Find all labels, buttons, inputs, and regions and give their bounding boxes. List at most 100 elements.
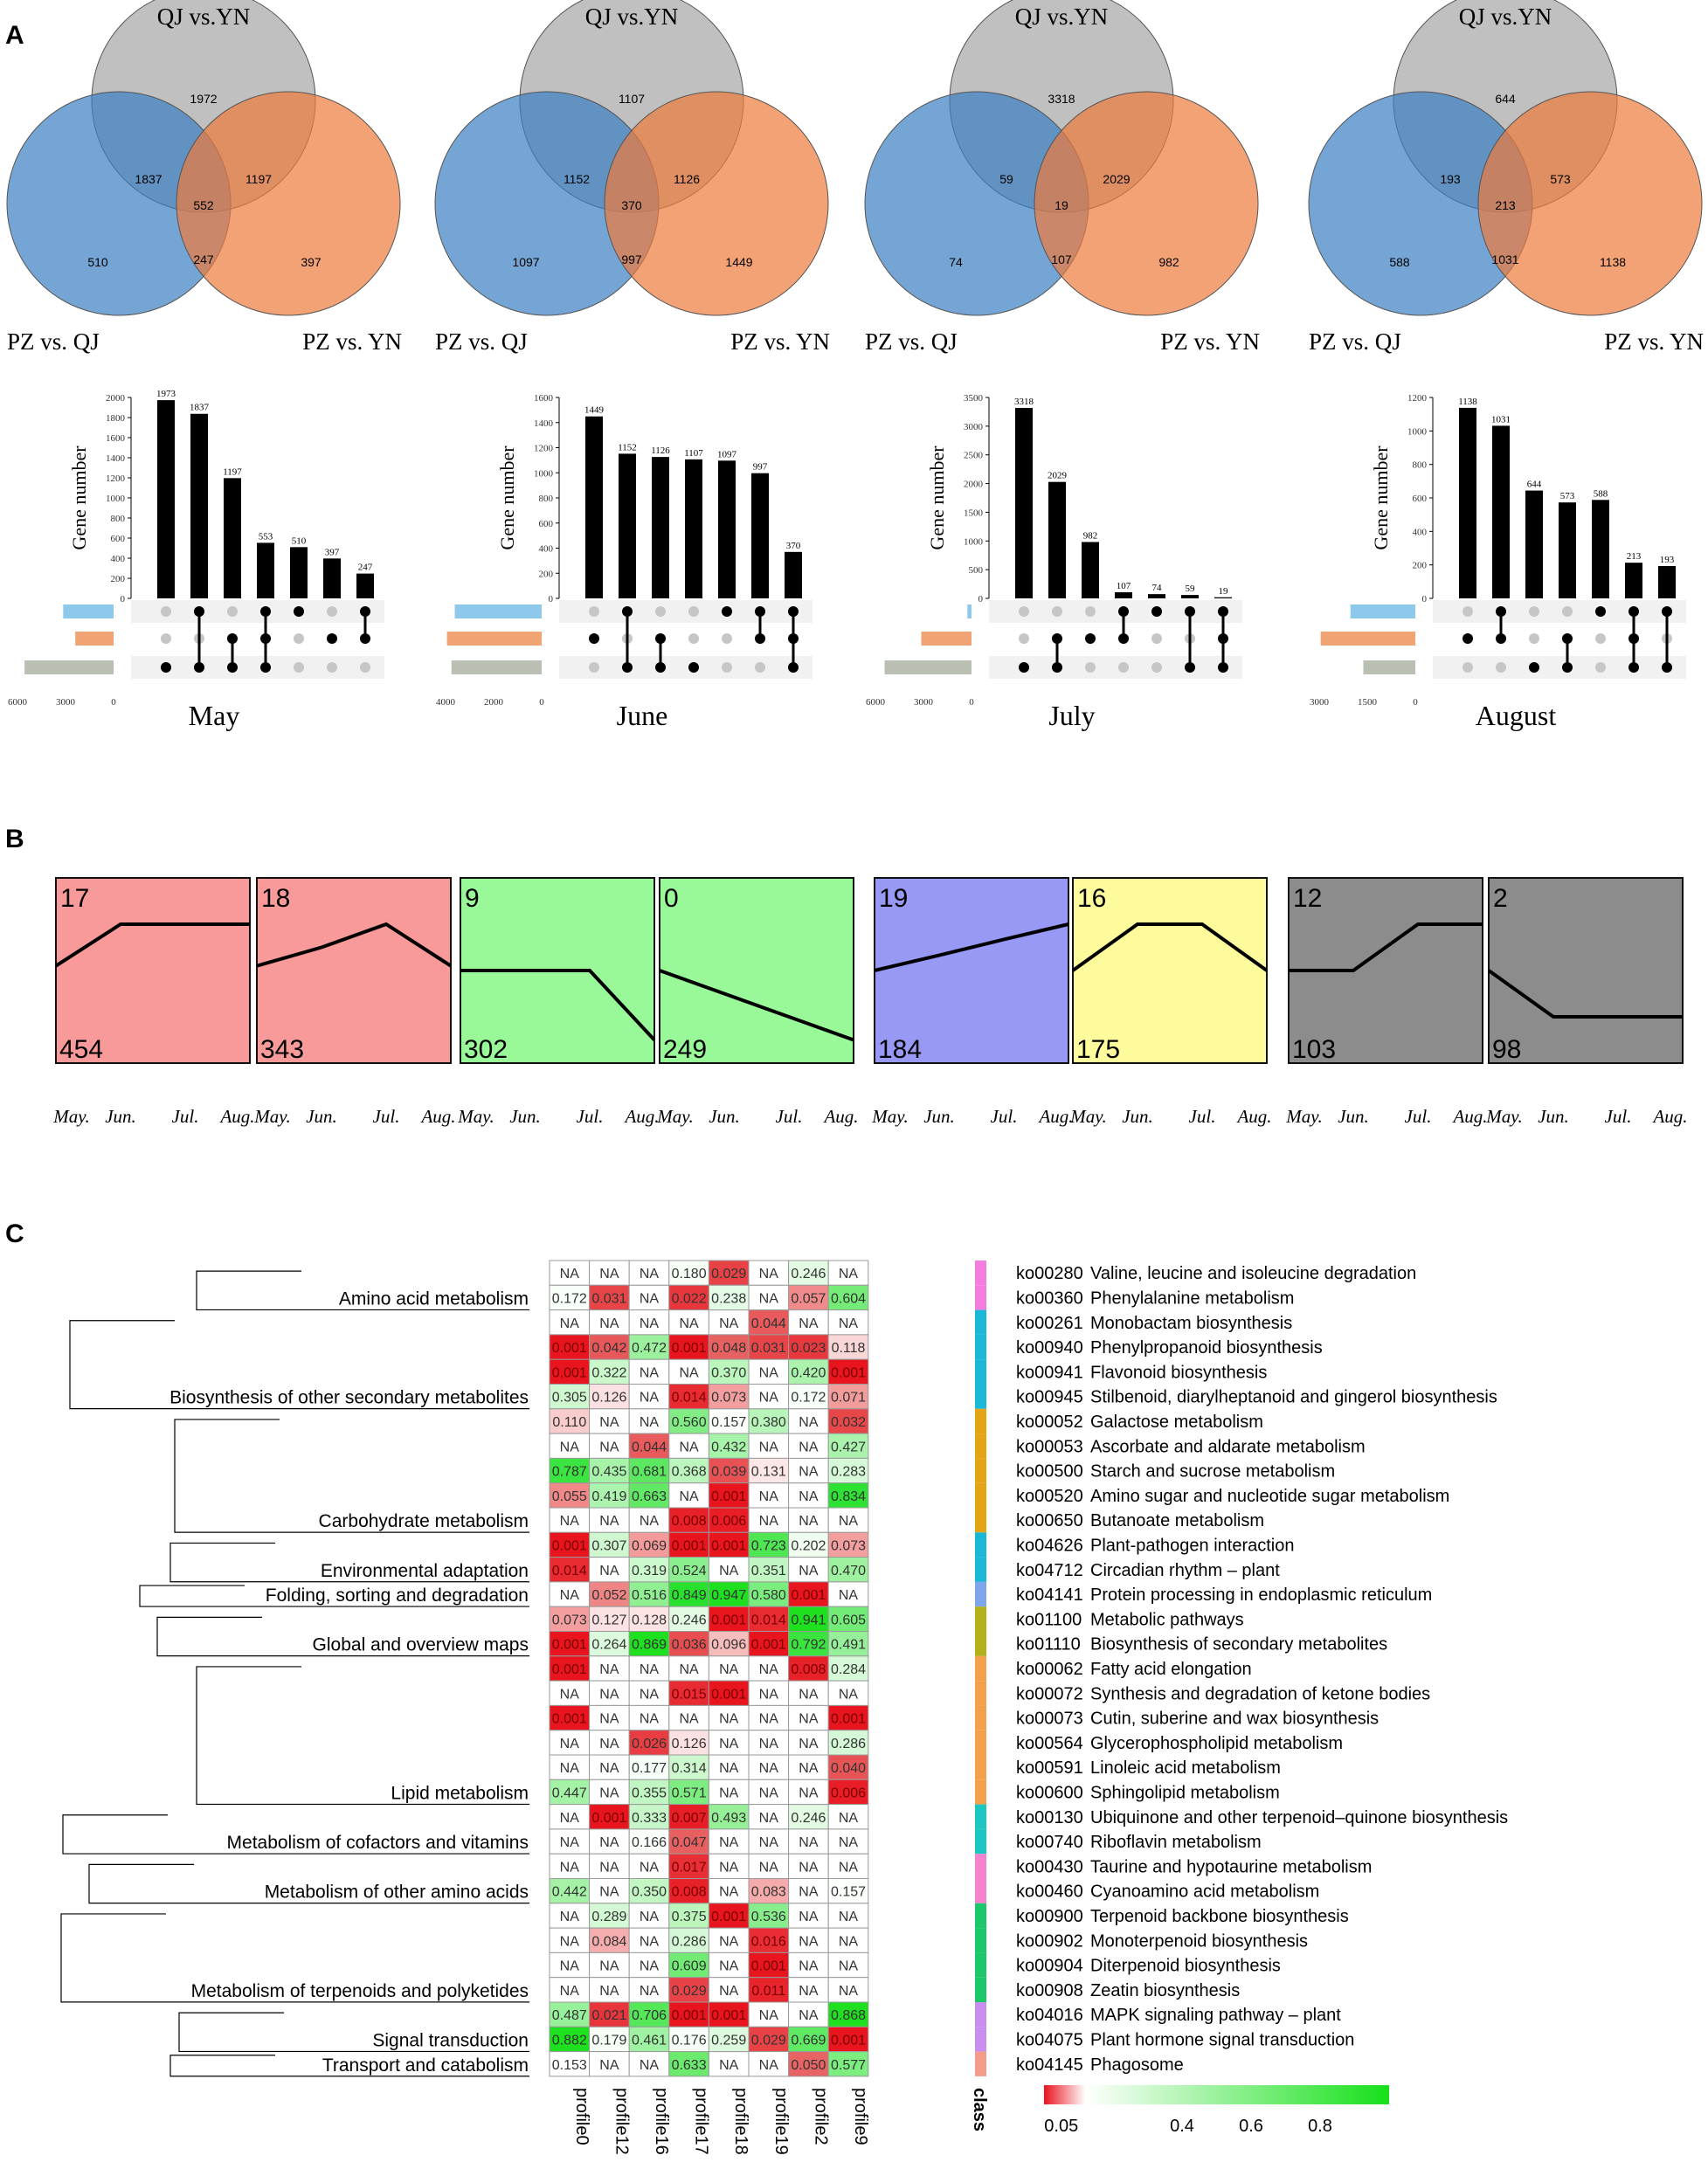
heatmap-cell-value: NA (560, 1761, 580, 1776)
upset-matrix-dot (360, 662, 370, 673)
heatmap-pathway-name: Amino sugar and nucleotide sugar metabol… (1090, 1487, 1449, 1506)
upset-matrix-dot (294, 606, 304, 617)
heatmap-cell (628, 1655, 670, 1682)
heatmap-cell-value: NA (799, 1465, 819, 1480)
heatmap-cell (628, 1457, 670, 1484)
upset-set-size-bar (24, 660, 114, 674)
heatmap-pathway-id: ko00908 (1016, 1981, 1083, 2000)
profile-x-label: Jun. (923, 1106, 955, 1127)
upset-bar-label: 370 (786, 541, 801, 551)
upset-set-size-tick: 0 (539, 697, 544, 708)
heatmap-cell (668, 1606, 709, 1632)
heatmap-cell-value: 0.849 (672, 1588, 707, 1603)
heatmap-cell-value: 0.008 (672, 1885, 707, 1900)
upset-bar-label: 982 (1083, 530, 1098, 541)
heatmap-cell (788, 1284, 829, 1311)
heatmap-cell-value: NA (759, 1712, 779, 1727)
heatmap-cell-value: NA (560, 1910, 580, 1924)
heatmap-cell (668, 1730, 709, 1756)
heatmap-class-swatch (975, 1359, 986, 1385)
heatmap-pathway-name: Flavonoid biosynthesis (1090, 1363, 1267, 1382)
heatmap-cell-value: NA (759, 1440, 779, 1454)
upset-y-label: Gene number (1370, 446, 1392, 550)
heatmap-cell-value: NA (799, 1415, 819, 1430)
upset-bar-label: 644 (1527, 480, 1542, 490)
heatmap-pathway-id: ko00500 (1016, 1462, 1083, 1482)
upset-matrix-dot (1085, 662, 1096, 673)
heatmap-cell-value: 0.447 (552, 1786, 587, 1800)
upset-bar (190, 413, 208, 598)
heatmap-cell (788, 1828, 829, 1855)
heatmap-cell (748, 1878, 790, 1904)
heatmap-class-swatch (975, 1755, 986, 1780)
heatmap-row-ko00062: 0.001 NA NA NA NA NA 0.008 0.284 ko00062 Fatty ac… (549, 1655, 1252, 1682)
heatmap-pathway-name: Terpenoid backbone biosynthesis (1090, 1907, 1349, 1926)
heatmap-dendrogram-branch (156, 1616, 529, 1657)
heatmap-cell-value: NA (599, 1267, 619, 1281)
heatmap-cell (589, 2001, 630, 2027)
heatmap-cell (708, 2051, 750, 2077)
heatmap-cell-value: 0.432 (711, 1440, 746, 1454)
heatmap-cell-value: NA (599, 1662, 619, 1677)
profile-box (1488, 877, 1684, 1064)
heatmap-cell (549, 1853, 591, 1879)
profile-x-label: Jun. (1538, 1106, 1569, 1127)
heatmap-cell-value: 0.435 (591, 1465, 626, 1480)
heatmap-cell (589, 1260, 630, 1286)
heatmap-cell (668, 1804, 709, 1830)
heatmap-cell (549, 1309, 591, 1336)
legend-tick-label: 0.8 (1308, 2117, 1332, 2136)
heatmap-pathway-id: ko00073 (1016, 1710, 1083, 1729)
profile-x-label: Jul. (776, 1106, 803, 1127)
heatmap-pathway-name: Starch and sucrose metabolism (1090, 1462, 1335, 1482)
heatmap-cell-value: NA (719, 1662, 739, 1677)
heatmap-cell (788, 1631, 829, 1657)
heatmap-cell-value: 0.001 (711, 1613, 746, 1627)
panel-a: QJ vs.YN PZ vs. QJ PZ vs. YN 1972 510 397 1837… (6, 0, 1704, 731)
heatmap-cell (748, 1433, 790, 1459)
upset-bar (1625, 563, 1642, 598)
heatmap-cell (668, 1581, 709, 1607)
heatmap-pathway-name: Phenylalanine metabolism (1090, 1288, 1294, 1308)
heatmap-pathway-id: ko00261 (1016, 1314, 1083, 1333)
heatmap-cell-value: 0.015 (672, 1687, 707, 1702)
upset-bar (652, 457, 669, 598)
heatmap-cell-value: 0.001 (711, 1687, 746, 1702)
upset-bar (718, 460, 736, 598)
upset-set-size-tick: 2000 (484, 697, 504, 708)
upset-bar-label: 573 (1560, 491, 1575, 501)
profile-x-label: May. (1285, 1106, 1322, 1127)
venn-count-qj-yn: 1126 (674, 172, 700, 186)
heatmap-cell (549, 1631, 591, 1657)
heatmap-cell (549, 1260, 591, 1286)
heatmap-pathway-id: ko00280 (1016, 1264, 1083, 1283)
heatmap-cell (827, 1260, 869, 1286)
upset-bar-label: 107 (1117, 581, 1131, 591)
heatmap-cell-value: NA (719, 1934, 739, 1949)
heatmap-cell (708, 1631, 750, 1657)
heatmap-cell-value: 0.868 (831, 2008, 866, 2023)
heatmap-pathway-name: Phagosome (1090, 2055, 1184, 2075)
heatmap-cell-value: 0.084 (591, 1934, 626, 1949)
venn-count-yn-only: 1449 (725, 255, 752, 269)
heatmap-cell-value: NA (679, 1316, 699, 1331)
heatmap-cell-value: 0.014 (672, 1391, 707, 1406)
heatmap-column-label: profile19 (771, 2088, 791, 2155)
profile-id: 19 (879, 884, 908, 913)
profile-count: 249 (663, 1035, 707, 1064)
heatmap-pathway-id: ko00591 (1016, 1758, 1083, 1778)
upset-bar (323, 558, 341, 598)
heatmap-cell (549, 1730, 591, 1756)
heatmap-cell-value: NA (719, 1835, 739, 1850)
heatmap-class-swatch (975, 1581, 986, 1607)
heatmap-cell-value: 0.023 (791, 1341, 826, 1356)
heatmap-cell (628, 1804, 670, 1830)
heatmap-pathway-id: ko00902 (1016, 1931, 1083, 1951)
venn-count-pz-qj: 59 (999, 172, 1013, 186)
heatmap-cell-value: NA (560, 1934, 580, 1949)
heatmap-cell-value: NA (759, 2058, 779, 2073)
heatmap-class-swatch (975, 1655, 986, 1682)
heatmap-cell (708, 1334, 750, 1360)
heatmap-cell-value: NA (640, 1365, 660, 1380)
heatmap-cell-value: NA (799, 1786, 819, 1800)
